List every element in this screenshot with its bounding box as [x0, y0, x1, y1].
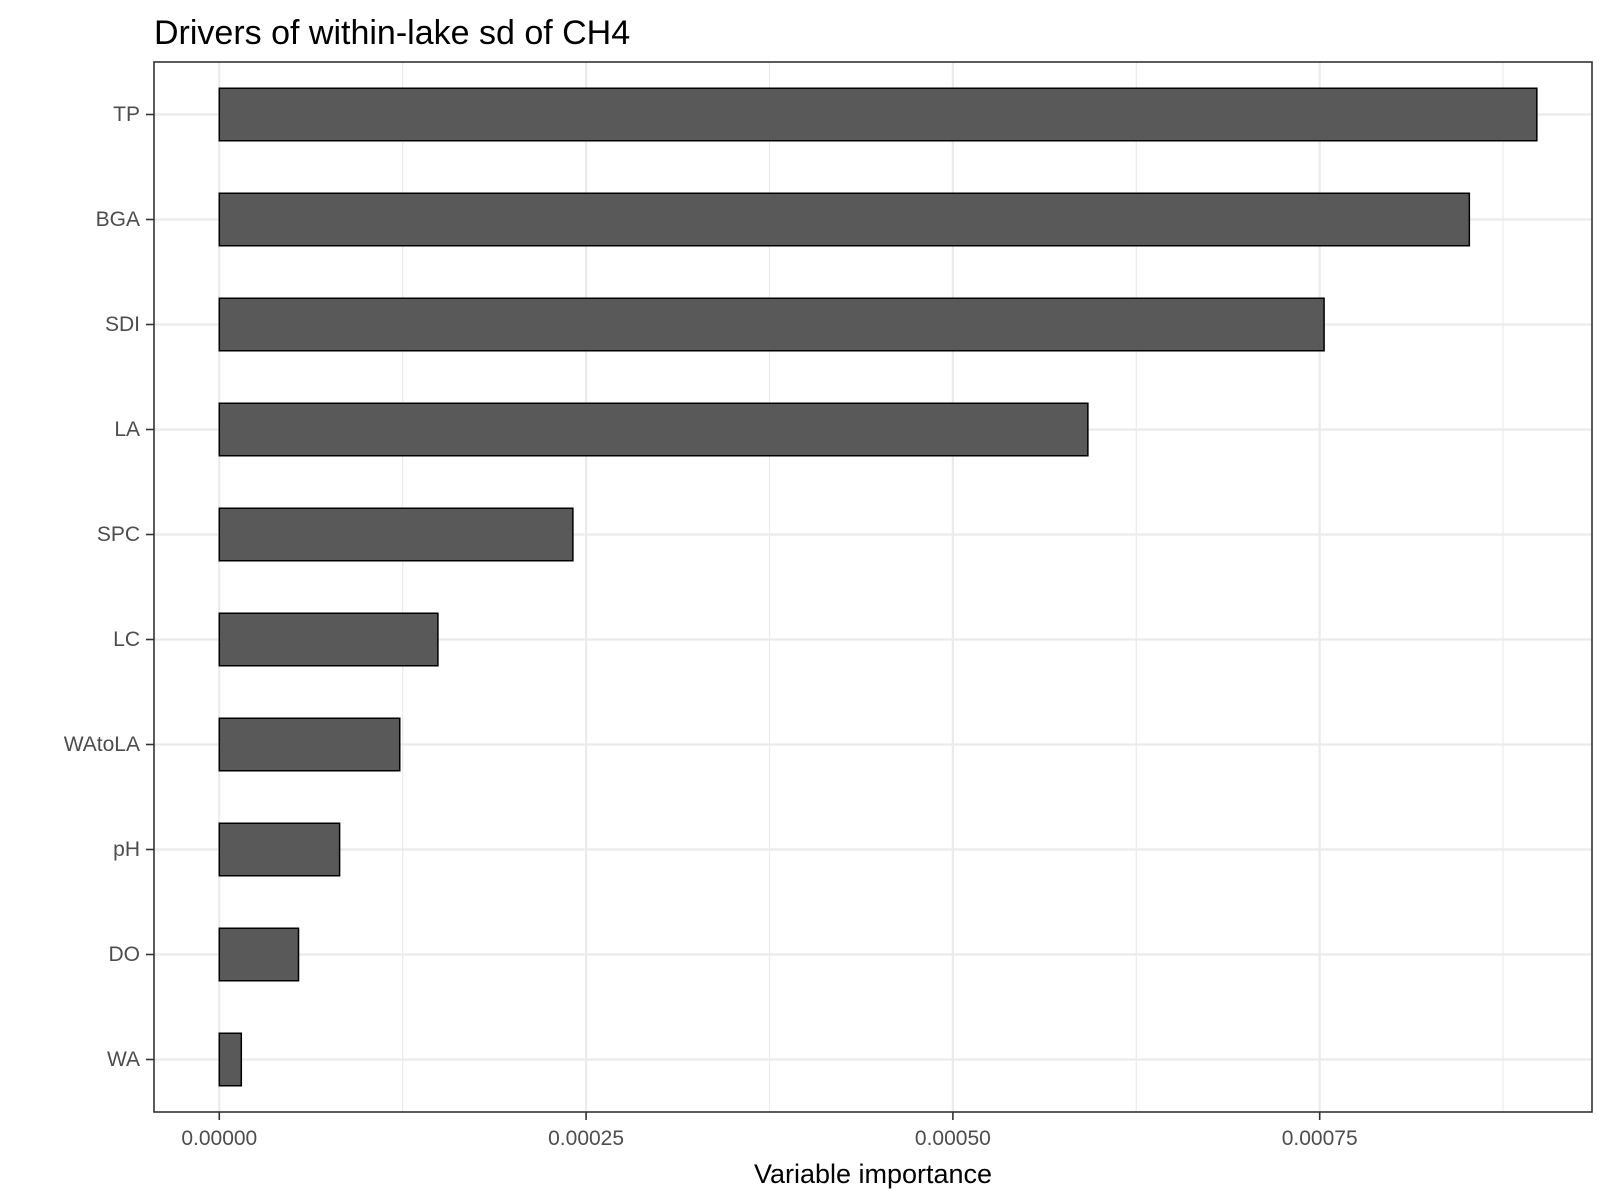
bars: [218, 87, 1538, 1087]
bar-ph: [218, 822, 341, 877]
bar-la: [218, 402, 1089, 457]
panel-border: [153, 61, 1593, 1113]
y-tick-label: WAtoLA: [64, 733, 140, 756]
bar-sdi: [218, 297, 1325, 352]
bar-bga: [218, 192, 1471, 247]
bar-do: [218, 927, 300, 982]
x-axis: 0.00000 0.00025 0.00050 0.00075: [181, 1112, 1358, 1150]
x-tick-label: 0.00075: [1282, 1127, 1358, 1150]
y-tick-label: SPC: [97, 523, 140, 546]
y-tick-label: LA: [114, 418, 140, 441]
y-axis: TP BGA SDI LA SPC LC WAtoLA pH DO WA: [64, 103, 154, 1071]
y-tick-label: LC: [113, 628, 140, 651]
y-tick-label: pH: [113, 838, 140, 861]
chart-title: Drivers of within-lake sd of CH4: [154, 14, 630, 52]
bar-lc: [218, 612, 439, 667]
y-tick-label: SDI: [105, 313, 140, 336]
bar-watola: [218, 717, 401, 772]
bar-tp: [218, 87, 1538, 142]
y-tick-label: TP: [113, 103, 140, 126]
x-axis-title: Variable importance: [754, 1159, 992, 1189]
y-tick-label: WA: [107, 1048, 140, 1071]
y-tick-label: BGA: [96, 208, 140, 231]
x-tick-label: 0.00025: [548, 1127, 624, 1150]
y-tick-label: DO: [109, 943, 141, 966]
x-tick-label: 0.00050: [915, 1127, 991, 1150]
bar-spc: [218, 507, 574, 562]
bar-wa: [218, 1032, 243, 1087]
x-tick-label: 0.00000: [181, 1127, 257, 1150]
